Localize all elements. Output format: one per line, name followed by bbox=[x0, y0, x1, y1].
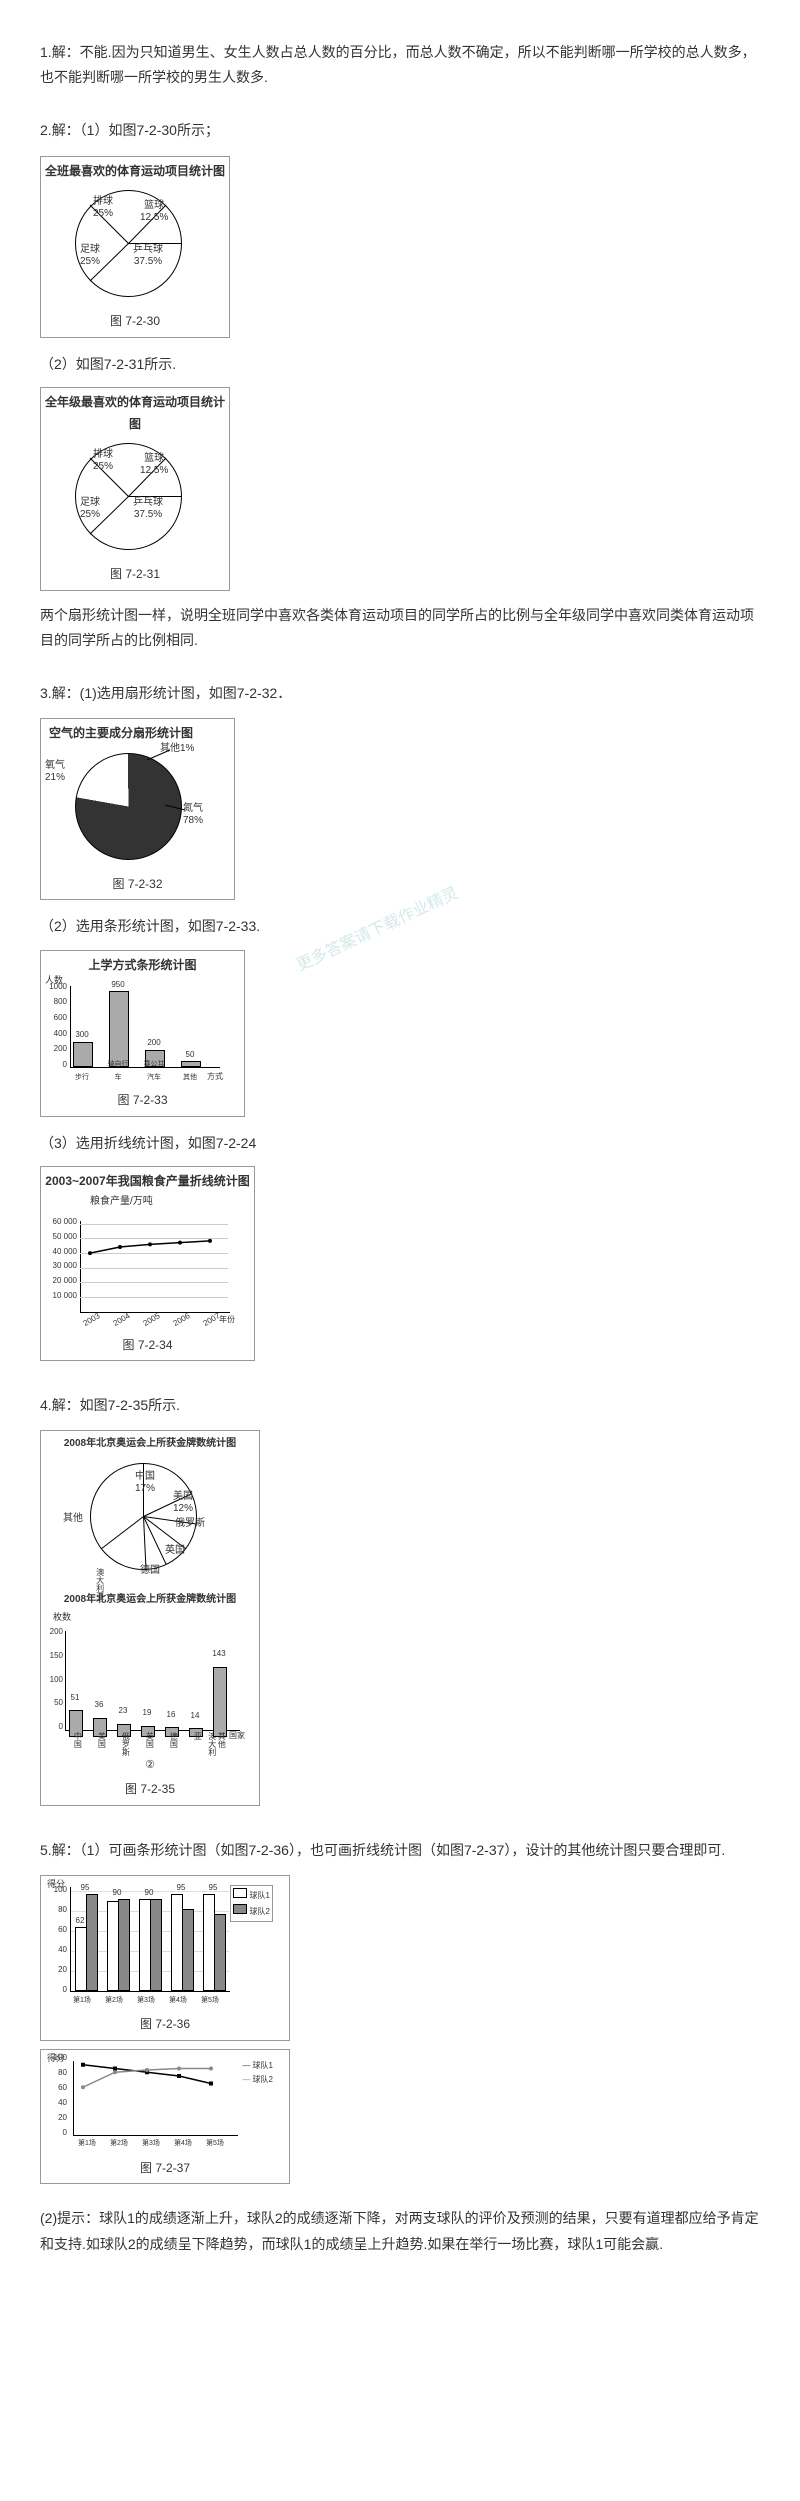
pie2-lbl-fb: 足球25% bbox=[80, 497, 100, 521]
p4-bar-title: 2008年北京奥运会上所获金牌数统计图 bbox=[45, 1591, 255, 1609]
problem-3: 3.解：(1)选用扇形统计图，如图7-2-32． 空气的主要成分扇形统计图 氧气… bbox=[40, 681, 760, 1365]
p3-bar-chart: 人数02004006008001000300步行950骑自行车200乘公共汽车5… bbox=[45, 976, 225, 1086]
p3-sub2: （2）选用条形统计图，如图7-2-33. bbox=[40, 914, 760, 939]
pie1-lbl-vb: 排球25% bbox=[93, 196, 113, 220]
p4-bar-chart: 05010015020051中国36美国23俄罗斯19英国16德国14澳大利亚1… bbox=[45, 1626, 245, 1756]
pie2-lbl-bb: 篮球12.5% bbox=[140, 453, 168, 477]
p3-num: 3. bbox=[40, 685, 52, 701]
p2-num: 2. bbox=[40, 122, 52, 138]
pie1-lbl-pp: 乒乓球37.5% bbox=[133, 244, 163, 268]
p3-line-box: 2003~2007年我国粮食产量折线统计图 粮食产量/万吨 10 00020 0… bbox=[40, 1166, 255, 1361]
p5-line-box: 得分020406080100第1场第2场第3场第4场第5场— 球队1— 球队2 … bbox=[40, 2049, 290, 2185]
p3-pie-wrap: 氧气21% 其他1% 氮气78% bbox=[45, 745, 215, 870]
p2-sub2: （2）如图7-2-31所示. bbox=[40, 352, 760, 377]
p5-line-cap: 图 7-2-37 bbox=[45, 2158, 285, 2180]
pie2-lbl-pp: 乒乓球37.5% bbox=[133, 497, 163, 521]
p3-bar-title: 上学方式条形统计图 bbox=[45, 955, 240, 977]
p5-bar-cap: 图 7-2-36 bbox=[45, 2014, 285, 2036]
p3-bar-cap: 图 7-2-33 bbox=[45, 1090, 240, 1112]
p2-pie2-title: 全年级最喜欢的体育运动项目统计图 bbox=[45, 392, 225, 435]
p4-pie-wrap: 中国17% 美国12% 俄罗斯 英国 德国 澳大利亚 其他 bbox=[45, 1453, 245, 1583]
p3-pie-cap: 图 7-2-32 bbox=[45, 874, 230, 896]
p4-box: 2008年北京奥运会上所获金牌数统计图 中国17% 美国12% 俄罗斯 英国 德… bbox=[40, 1430, 260, 1806]
p2-pie2-wrap: 篮球12.5% 排球25% 足球25% 乒乓球37.5% bbox=[45, 435, 215, 560]
p3-line-ylabel: 粮食产量/万吨 bbox=[45, 1193, 250, 1211]
p3-pie-box: 空气的主要成分扇形统计图 氧气21% 其他1% 氮气78% 图 7-2-32 bbox=[40, 718, 235, 900]
problem-1-text: 1. bbox=[40, 44, 52, 60]
p5-bar-chart: 得分02040608010095第1场90第2场90第3场95第4场95第5场6… bbox=[45, 1880, 275, 2010]
p4p-ot: 其他 bbox=[63, 1513, 83, 1525]
p4-bar-ylabel: 枚数 bbox=[45, 1609, 255, 1625]
p5-num: 5. bbox=[40, 1842, 52, 1858]
problem-1: 1.解：不能.因为只知道男生、女生人数占总人数的百分比，而总人数不确定，所以不能… bbox=[40, 40, 760, 90]
p4-pie-title: 2008年北京奥运会上所获金牌数统计图 bbox=[45, 1435, 255, 1453]
pie1-lbl-bb: 篮球12.5% bbox=[140, 200, 168, 224]
p2-pie2-box: 全年级最喜欢的体育运动项目统计图 篮球12.5% 排球25% 足球25% 乒乓球… bbox=[40, 387, 230, 591]
p1-body: 解：不能.因为只知道男生、女生人数占总人数的百分比，而总人数不确定，所以不能判断… bbox=[40, 44, 756, 85]
p3-line-cap: 图 7-2-34 bbox=[45, 1335, 250, 1357]
p2-intro: 解：（1）如图7-2-30所示； bbox=[52, 122, 219, 138]
p5-conclusion: (2)提示：球队1的成绩逐渐上升，球队2的成绩逐渐下降，对两支球队的评价及预测的… bbox=[40, 2206, 760, 2256]
p3-pie-title: 空气的主要成分扇形统计图 bbox=[45, 723, 230, 745]
p3-line-chart: 10 00020 00030 00040 00050 00060 0002003… bbox=[45, 1211, 235, 1331]
problem-5: 5.解：（1）可画条形统计图（如图7-2-36），也可画折线统计图（如图7-2-… bbox=[40, 1838, 760, 2257]
p4p-ru: 俄罗斯 bbox=[175, 1518, 205, 1530]
p4p-uk: 英国 bbox=[165, 1545, 185, 1557]
p4p-au: 澳大利亚 bbox=[95, 1568, 105, 1600]
p3-bar-box: 上学方式条形统计图 人数02004006008001000300步行950骑自行… bbox=[40, 950, 245, 1117]
p4-circle2: ② bbox=[45, 1756, 255, 1776]
p5-line-chart: 得分020406080100第1场第2场第3场第4场第5场— 球队1— 球队2 bbox=[45, 2054, 275, 2154]
p3-line-title: 2003~2007年我国粮食产量折线统计图 bbox=[45, 1171, 250, 1193]
p2-pie1-box: 全班最喜欢的体育运动项目统计图 篮球12.5% 排球25% 足球25% 乒乓球3… bbox=[40, 156, 230, 338]
p4-intro: 解：如图7-2-35所示. bbox=[52, 1397, 180, 1413]
p4p-cn: 中国17% bbox=[135, 1471, 155, 1495]
p5-bar-box: 得分02040608010095第1场90第2场90第3场95第4场95第5场6… bbox=[40, 1875, 290, 2041]
p3-intro: 解：(1)选用扇形统计图，如图7-2-32． bbox=[52, 685, 292, 701]
p5-intro: 解：（1）可画条形统计图（如图7-2-36），也可画折线统计图（如图7-2-37… bbox=[52, 1842, 726, 1858]
p2-pie1-title: 全班最喜欢的体育运动项目统计图 bbox=[45, 161, 225, 183]
p2-conclusion: 两个扇形统计图一样，说明全班同学中喜欢各类体育运动项目的同学所占的比例与全年级同… bbox=[40, 603, 760, 653]
p2-pie2-cap: 图 7-2-31 bbox=[45, 564, 225, 586]
p4p-us: 美国12% bbox=[173, 1491, 193, 1515]
problem-4: 4.解：如图7-2-35所示. 2008年北京奥运会上所获金牌数统计图 中国17… bbox=[40, 1393, 760, 1810]
p4-num: 4. bbox=[40, 1397, 52, 1413]
p4p-de: 德国 bbox=[140, 1565, 160, 1577]
problem-2: 2.解：（1）如图7-2-30所示； 全班最喜欢的体育运动项目统计图 篮球12.… bbox=[40, 118, 760, 653]
pie1-lbl-fb: 足球25% bbox=[80, 244, 100, 268]
p2-pie1-cap: 图 7-2-30 bbox=[45, 311, 225, 333]
p4-bar-cap: 图 7-2-35 bbox=[45, 1779, 255, 1801]
pie2-lbl-vb: 排球25% bbox=[93, 449, 113, 473]
p2-pie1-wrap: 篮球12.5% 排球25% 足球25% 乒乓球37.5% bbox=[45, 182, 215, 307]
p3-sub3: （3）选用折线统计图，如图7-2-24 bbox=[40, 1131, 760, 1156]
